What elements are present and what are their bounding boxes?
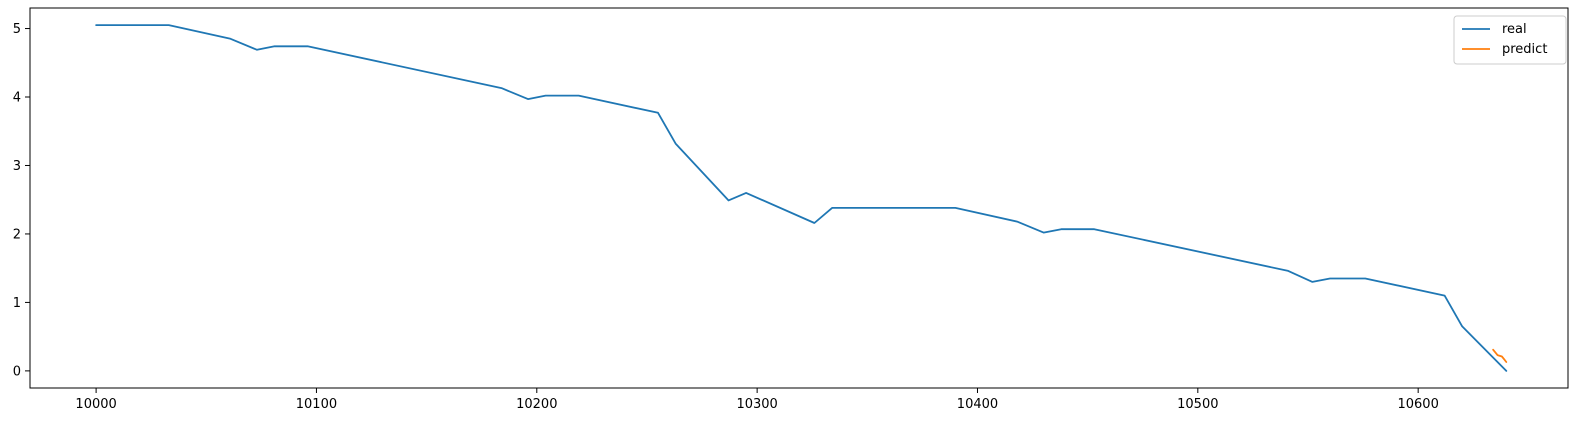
y-tick-label: 1 <box>13 296 21 311</box>
series-line-predict <box>1492 348 1508 363</box>
legend-frame <box>1453 15 1567 65</box>
legend-label-predict: predict <box>1502 42 1547 57</box>
x-tick-label: 10500 <box>1177 397 1218 412</box>
plot-area: 10000 10100 10200 10300 10400 10500 10600 0 1 2 3 4… <box>13 22 1508 412</box>
y-tick-label: 4 <box>13 91 21 106</box>
x-tick-label: 10400 <box>957 397 998 412</box>
axes-frame <box>29 7 1569 389</box>
x-tick-label: 10600 <box>1397 397 1438 412</box>
x-tick-label: 10000 <box>75 397 116 412</box>
x-tick-label: 10200 <box>516 397 557 412</box>
y-tick-label: 3 <box>13 159 21 174</box>
y-tick-label: 5 <box>13 22 21 37</box>
legend-label-real: real <box>1502 22 1527 37</box>
x-tick-label: 10100 <box>296 397 337 412</box>
y-tick-label: 2 <box>13 227 21 242</box>
legend: real predict <box>1453 15 1567 65</box>
series-line-real <box>95 24 1508 372</box>
y-tick-label: 0 <box>13 364 21 379</box>
x-tick-label: 10300 <box>736 397 777 412</box>
